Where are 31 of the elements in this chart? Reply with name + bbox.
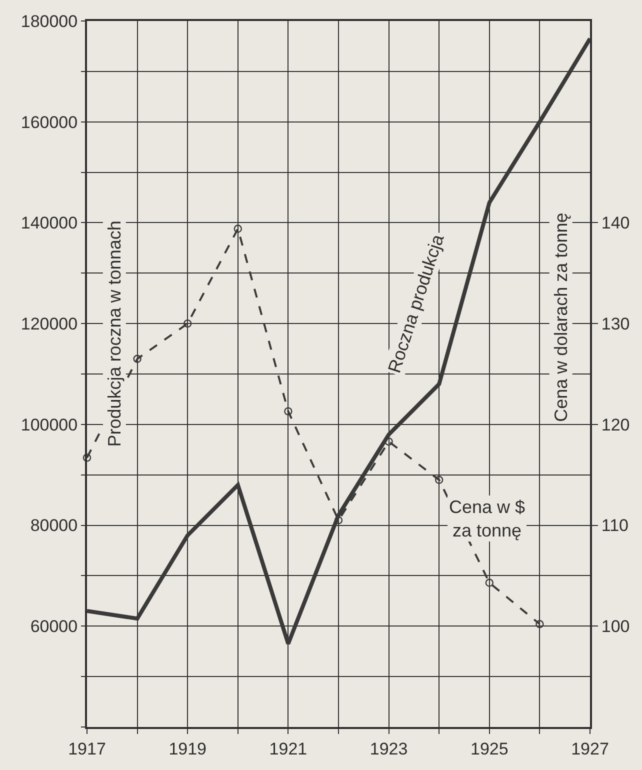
y-tick-label: 160000	[20, 112, 78, 132]
point	[536, 620, 544, 628]
point	[334, 516, 343, 524]
point	[133, 354, 142, 363]
y2-tick-label: 100	[601, 617, 630, 636]
x-tick-label: 1919	[168, 739, 207, 758]
y-tick-label: 180000	[20, 12, 78, 31]
point	[184, 319, 192, 328]
annotation: Cena w $ za tonnę	[449, 497, 526, 540]
y2-tick-label: 140	[601, 214, 630, 233]
point	[435, 476, 444, 484]
y-tick-label: 120000	[20, 314, 78, 334]
y2-tick-label: 110	[601, 516, 629, 536]
y-tick-label: 100000	[20, 415, 78, 434]
y2-tick-label: 130	[601, 314, 630, 334]
y-axis-title: Produkcja roczna w tonnach	[104, 220, 124, 447]
point	[284, 407, 292, 416]
x-tick-label: 1923	[370, 739, 408, 758]
y-tick-label: 60000	[30, 617, 78, 636]
point	[234, 224, 242, 233]
point	[485, 578, 494, 587]
point	[82, 454, 92, 462]
x-tick-label: 1921	[269, 739, 308, 758]
y-tick-label: 140000	[20, 214, 78, 233]
x-tick-label: 1927	[571, 739, 609, 758]
y2-axis-title: Cena w dolarach za tonnę	[550, 212, 571, 422]
y2-tick-label: 120	[601, 415, 630, 434]
point	[384, 437, 393, 446]
y-tick-label: 80000	[30, 516, 78, 536]
x-tick-label: 1925	[470, 739, 508, 758]
x-tick-label: 1917	[68, 739, 106, 758]
